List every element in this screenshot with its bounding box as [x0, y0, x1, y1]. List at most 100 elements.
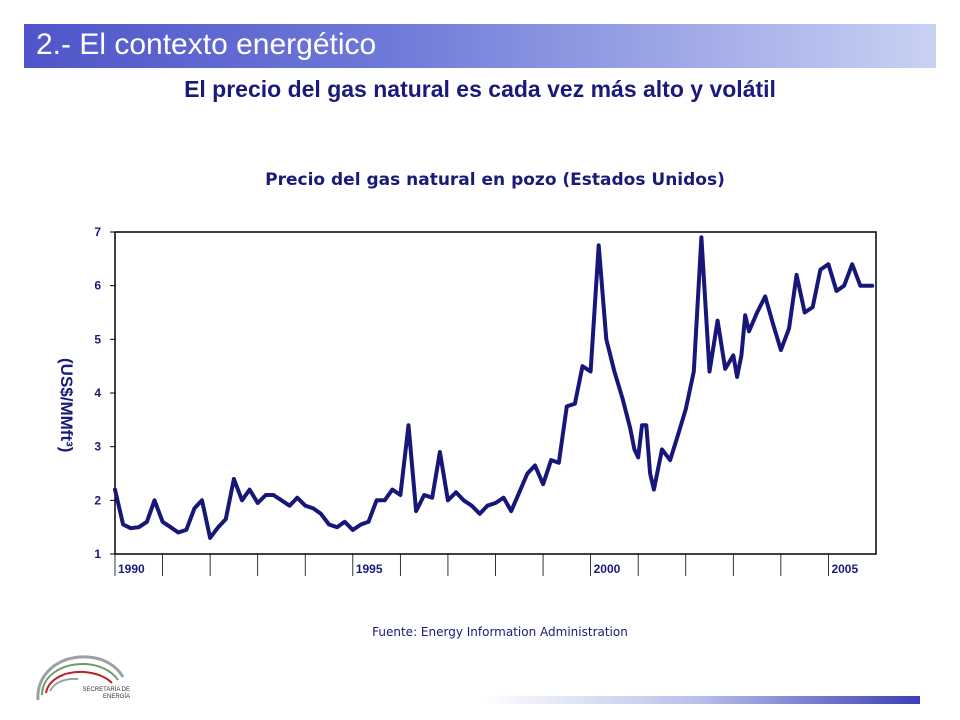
y-tick-label: 1: [94, 547, 101, 561]
x-tick-label: 1995: [356, 562, 383, 576]
data-point: [113, 488, 117, 491]
data-point: [462, 498, 466, 502]
agency-name: SECRETARÍA DE ENERGÍA: [82, 687, 130, 700]
data-point: [597, 244, 601, 247]
y-tick-label: 3: [94, 440, 101, 454]
data-point: [636, 456, 640, 459]
data-point: [533, 464, 537, 467]
data-point: [640, 423, 644, 427]
data-point: [486, 504, 489, 508]
data-point: [517, 490, 521, 494]
data-point: [343, 520, 347, 524]
x-tick-label: 2005: [831, 562, 858, 576]
data-point: [818, 268, 822, 271]
data-point: [478, 512, 482, 516]
data-point: [502, 496, 505, 500]
y-tick-label: 6: [94, 279, 101, 293]
y-tick-label: 5: [94, 332, 101, 346]
data-point: [581, 364, 584, 368]
data-point: [430, 496, 434, 500]
data-point: [723, 367, 727, 371]
data-point: [311, 506, 315, 510]
data-point: [613, 370, 616, 373]
data-point: [200, 498, 204, 502]
data-point: [779, 348, 783, 352]
data-point: [264, 493, 268, 497]
data-point: [668, 458, 672, 462]
data-point: [541, 482, 545, 486]
data-point: [193, 506, 196, 510]
data-point: [771, 321, 775, 325]
data-point: [256, 501, 260, 505]
data-point: [858, 284, 862, 288]
data-point: [755, 311, 759, 314]
data-point: [700, 235, 703, 239]
data-point: [870, 284, 874, 288]
data-point: [827, 262, 830, 266]
y-tick-label: 4: [94, 386, 101, 400]
data-point: [573, 402, 577, 406]
y-tick-label: 2: [94, 493, 101, 507]
data-point: [652, 488, 656, 491]
data-point: [470, 504, 474, 508]
data-point: [129, 526, 133, 530]
data-point: [763, 295, 767, 298]
data-point: [422, 493, 426, 497]
data-point: [161, 520, 164, 524]
data-point: [240, 498, 244, 502]
data-point: [303, 504, 307, 508]
data-point: [632, 447, 636, 451]
data-point: [280, 498, 283, 502]
data-point: [375, 498, 378, 502]
data-point: [660, 447, 664, 451]
data-point: [628, 426, 632, 430]
data-point: [398, 493, 402, 497]
data-point: [271, 493, 275, 497]
data-point: [446, 498, 450, 502]
x-tick-label: 1990: [118, 562, 145, 576]
data-point: [842, 284, 846, 288]
y-tick-label: 7: [94, 225, 101, 239]
data-point: [684, 407, 688, 411]
data-point: [811, 305, 815, 309]
data-point: [866, 284, 870, 288]
data-point: [494, 501, 497, 505]
data-point: [795, 273, 798, 277]
data-point: [176, 531, 180, 534]
data-point: [121, 523, 125, 526]
slide-headline: El precio del gas natural es cada vez má…: [184, 76, 776, 102]
data-point: [438, 450, 442, 454]
data-point: [248, 488, 252, 491]
data-point: [383, 498, 387, 502]
data-point: [739, 354, 743, 357]
data-point: [390, 488, 394, 491]
data-point: [414, 509, 418, 513]
data-point: [295, 496, 299, 500]
data-point: [787, 327, 791, 330]
data-point: [735, 375, 739, 379]
data-point: [232, 477, 236, 481]
agency-logo: [36, 655, 125, 701]
data-point: [335, 525, 339, 529]
data-point: [692, 370, 696, 373]
data-point: [216, 525, 220, 529]
data-point: [708, 370, 711, 373]
data-point: [676, 434, 680, 438]
data-point: [743, 313, 747, 317]
data-point: [319, 512, 323, 516]
chart-title: Precio del gas natural en pozo (Estados …: [265, 170, 725, 190]
data-point: [288, 504, 291, 508]
data-point: [407, 423, 410, 427]
data-point: [525, 472, 529, 475]
data-point: [644, 423, 648, 427]
source-note: Fuente: Energy Information Administratio…: [372, 625, 628, 639]
data-point: [648, 472, 652, 475]
data-point: [850, 262, 854, 266]
data-point: [589, 370, 593, 373]
data-point: [454, 490, 458, 494]
data-point: [549, 458, 553, 462]
data-point: [557, 461, 561, 465]
data-point: [731, 354, 735, 357]
data-point: [224, 517, 228, 521]
